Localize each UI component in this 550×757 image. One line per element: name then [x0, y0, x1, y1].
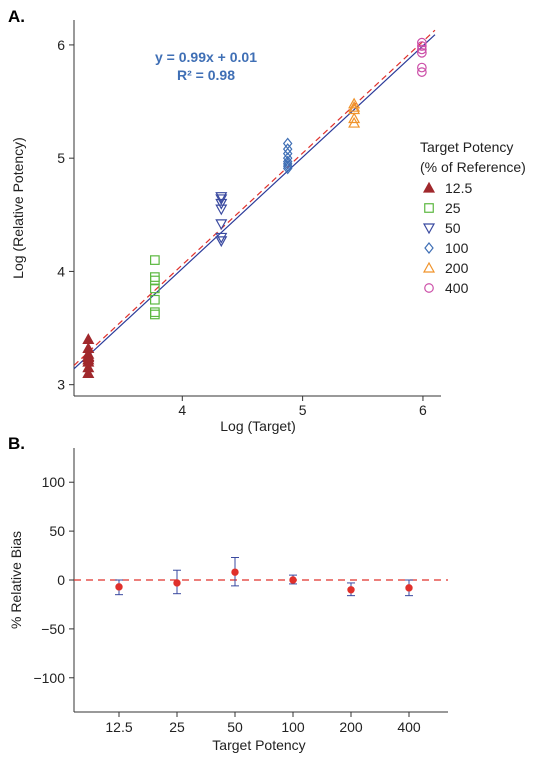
- data-point-50: [215, 198, 228, 210]
- bias-point-25: [173, 579, 181, 587]
- data-point-400: [417, 44, 427, 55]
- y-tick-label: 100: [42, 474, 66, 490]
- x-tick-label: 200: [339, 719, 363, 735]
- y-tick-label: 3: [57, 377, 65, 393]
- legend-label-25: 25: [445, 200, 461, 216]
- data-point-25: [150, 255, 160, 265]
- data-point-100: [282, 155, 293, 168]
- panel-a-x-axis-label: Log (Target): [220, 418, 295, 434]
- panel-a-fit-lines: [73, 29, 436, 370]
- data-point-25: [150, 309, 160, 320]
- data-point-25: [150, 275, 160, 286]
- fit-line-solid: [73, 34, 436, 370]
- legend-title-line2: (% of Reference): [420, 159, 526, 175]
- data-point-100: [282, 162, 293, 175]
- data-point-400: [417, 41, 427, 51]
- x-tick-label: 4: [178, 402, 186, 418]
- bias-point-12.5: [115, 583, 123, 591]
- panel-b-chart: B. 12.5 25 50 100 200 400 100 50 0 −50 −100 Target…: [8, 434, 448, 753]
- data-point-25: [150, 307, 160, 318]
- data-point-50: [215, 236, 228, 248]
- data-point-25: [150, 272, 160, 282]
- data-point-400: [417, 37, 427, 48]
- panel-b-points: [115, 557, 413, 597]
- x-tick-label: 50: [227, 719, 243, 735]
- panel-b-label: B.: [8, 434, 25, 453]
- legend-marker-12.5: [422, 181, 436, 193]
- data-point-12.5: [82, 367, 95, 378]
- x-tick-label: 100: [281, 719, 305, 735]
- legend-label-50: 50: [445, 220, 461, 236]
- legend-marker-400: [424, 283, 434, 293]
- x-tick-label: 5: [299, 402, 307, 418]
- fit-equation: y = 0.99x + 0.01: [155, 49, 257, 65]
- legend: Target Potency (% of Reference) 12.5 25 50…: [420, 139, 526, 296]
- y-tick-label: −100: [33, 670, 65, 686]
- data-point-12.5: [82, 333, 95, 344]
- data-point-50: [215, 192, 228, 203]
- data-point-400: [417, 67, 427, 77]
- legend-marker-50: [422, 223, 436, 235]
- x-tick-label: 6: [419, 402, 427, 418]
- legend-label-400: 400: [445, 280, 469, 296]
- y-tick-label: 5: [57, 150, 65, 166]
- legend-label-200: 200: [445, 260, 469, 276]
- panel-a-chart: A. 4 5 6 3 4 5 6 Log (Target) Log (Relative Po…: [8, 7, 526, 434]
- data-point-200: [348, 97, 361, 109]
- identity-line-dashed: [73, 29, 436, 366]
- legend-marker-25: [424, 203, 434, 213]
- panel-b-ticks: 12.5 25 50 100 200 400 100 50 0 −50 −100: [33, 474, 420, 735]
- panel-a-y-axis-label: Log (Relative Potency): [10, 137, 26, 279]
- legend-marker-100: [424, 242, 434, 254]
- bias-point-400: [405, 584, 413, 592]
- panel-a-points: [82, 37, 427, 378]
- panel-b-y-axis-label: % Relative Bias: [8, 531, 24, 629]
- y-tick-label: 6: [57, 37, 65, 53]
- data-point-50: [215, 232, 228, 244]
- panel-a-ticks: 4 5 6 3 4 5 6: [57, 37, 427, 418]
- data-point-25: [150, 294, 160, 305]
- bias-point-100: [289, 576, 297, 584]
- data-point-50: [215, 204, 228, 216]
- x-tick-label: 12.5: [105, 719, 132, 735]
- legend-label-12.5: 12.5: [445, 180, 472, 196]
- y-tick-label: 0: [57, 572, 65, 588]
- bias-point-50: [231, 568, 239, 576]
- y-tick-label: −50: [41, 621, 65, 637]
- legend-items: 12.5 25 50 100 200 400: [422, 180, 472, 296]
- panel-a-label: A.: [8, 7, 25, 26]
- data-point-25: [150, 283, 160, 294]
- legend-label-100: 100: [445, 240, 469, 256]
- x-tick-label: 400: [397, 719, 421, 735]
- x-tick-label: 25: [169, 719, 185, 735]
- legend-marker-200: [422, 261, 436, 273]
- y-tick-label: 50: [49, 523, 65, 539]
- data-point-200: [348, 100, 361, 112]
- data-point-400: [417, 47, 427, 58]
- data-point-100: [282, 160, 293, 173]
- y-tick-label: 4: [57, 263, 65, 279]
- data-point-100: [282, 157, 293, 170]
- panel-b-x-axis-label: Target Potency: [212, 737, 305, 753]
- data-point-200: [348, 116, 361, 128]
- data-point-400: [417, 62, 427, 73]
- data-point-50: [215, 219, 228, 231]
- bias-point-200: [347, 586, 355, 594]
- data-point-200: [348, 112, 361, 124]
- legend-title-line1: Target Potency: [420, 139, 513, 155]
- fit-r-squared: R² = 0.98: [177, 67, 235, 83]
